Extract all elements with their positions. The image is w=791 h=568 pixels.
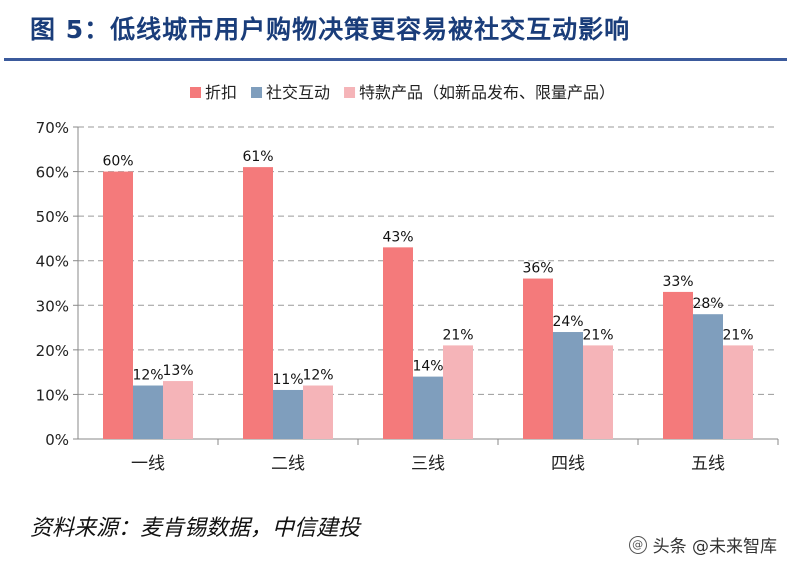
bar-2-0: [163, 381, 193, 439]
data-label: 36%: [522, 261, 553, 277]
legend-swatch-2: [344, 87, 356, 98]
bar-2-3: [583, 345, 613, 439]
data-label: 24%: [552, 314, 583, 330]
data-label: 33%: [662, 274, 693, 290]
data-label: 21%: [442, 327, 473, 343]
bar-1-2: [413, 376, 443, 439]
watermark: @ 头条 @未来智库: [628, 532, 777, 557]
bar-2-2: [443, 345, 473, 439]
y-tick-label: 60%: [36, 164, 69, 182]
x-category-label: 二线: [271, 454, 305, 474]
legend-swatch-1: [251, 87, 263, 98]
watermark-text: 头条 @未来智库: [652, 537, 777, 557]
bars: [103, 167, 753, 440]
legend-swatch-0: [190, 87, 201, 98]
bar-chart: 0% 10% 20% 30% 40% 50% 60% 70% 一线 二线 三线 四线 五线 60% 12%…: [36, 83, 779, 474]
figure-title: 图 5：低线城市用户购物决策更容易被社交互动影响: [30, 15, 631, 44]
y-tick-label: 0%: [45, 431, 69, 449]
at-icon: @: [628, 535, 647, 554]
bar-2-1: [303, 385, 333, 439]
source-note: 资料来源：麦肯锡数据，中信建投: [30, 516, 361, 541]
title-divider: [4, 58, 787, 61]
legend-label-2: 特款产品（如新品发布、限量产品）: [359, 83, 615, 102]
x-category-label: 四线: [551, 454, 585, 474]
legend: 折扣 社交互动 特款产品（如新品发布、限量产品）: [190, 83, 615, 102]
bar-1-1: [273, 389, 303, 439]
data-label: 28%: [692, 296, 723, 312]
data-label: 43%: [382, 229, 413, 245]
data-label: 11%: [272, 372, 303, 388]
x-category-label: 三线: [411, 454, 445, 474]
data-label: 60%: [102, 154, 133, 170]
bar-0-2: [383, 247, 413, 439]
x-category-label: 五线: [691, 454, 725, 474]
bar-0-1: [243, 167, 273, 439]
y-tick-label: 40%: [36, 253, 69, 271]
y-tick-label: 10%: [36, 386, 69, 404]
bar-0-0: [103, 171, 133, 440]
data-label: 12%: [132, 368, 163, 384]
y-tick-label: 70%: [36, 119, 69, 137]
bar-2-4: [723, 345, 753, 439]
y-tick-label: 50%: [36, 208, 69, 226]
grid-lines: [78, 126, 778, 395]
bar-1-0: [133, 385, 163, 439]
bar-1-4: [693, 314, 723, 439]
data-labels: 60%12%13%61%11%12%43%14%21%36%24%21%33%2…: [102, 149, 753, 388]
axes: 0% 10% 20% 30% 40% 50% 60% 70% 一线 二线 三线 四线 五线: [36, 119, 779, 474]
bar-0-3: [523, 278, 553, 439]
data-label: 14%: [412, 359, 443, 375]
legend-label-0: 折扣: [205, 83, 237, 102]
y-tick-label: 20%: [36, 342, 69, 360]
x-category-label: 一线: [131, 454, 165, 474]
data-label: 61%: [242, 149, 273, 165]
data-label: 12%: [302, 368, 333, 384]
data-label: 21%: [722, 327, 753, 343]
data-label: 21%: [582, 327, 613, 343]
bar-0-4: [663, 291, 693, 439]
data-label: 13%: [162, 363, 193, 379]
bar-1-3: [553, 332, 583, 439]
legend-label-1: 社交互动: [266, 83, 330, 102]
y-tick-label: 30%: [36, 297, 69, 315]
